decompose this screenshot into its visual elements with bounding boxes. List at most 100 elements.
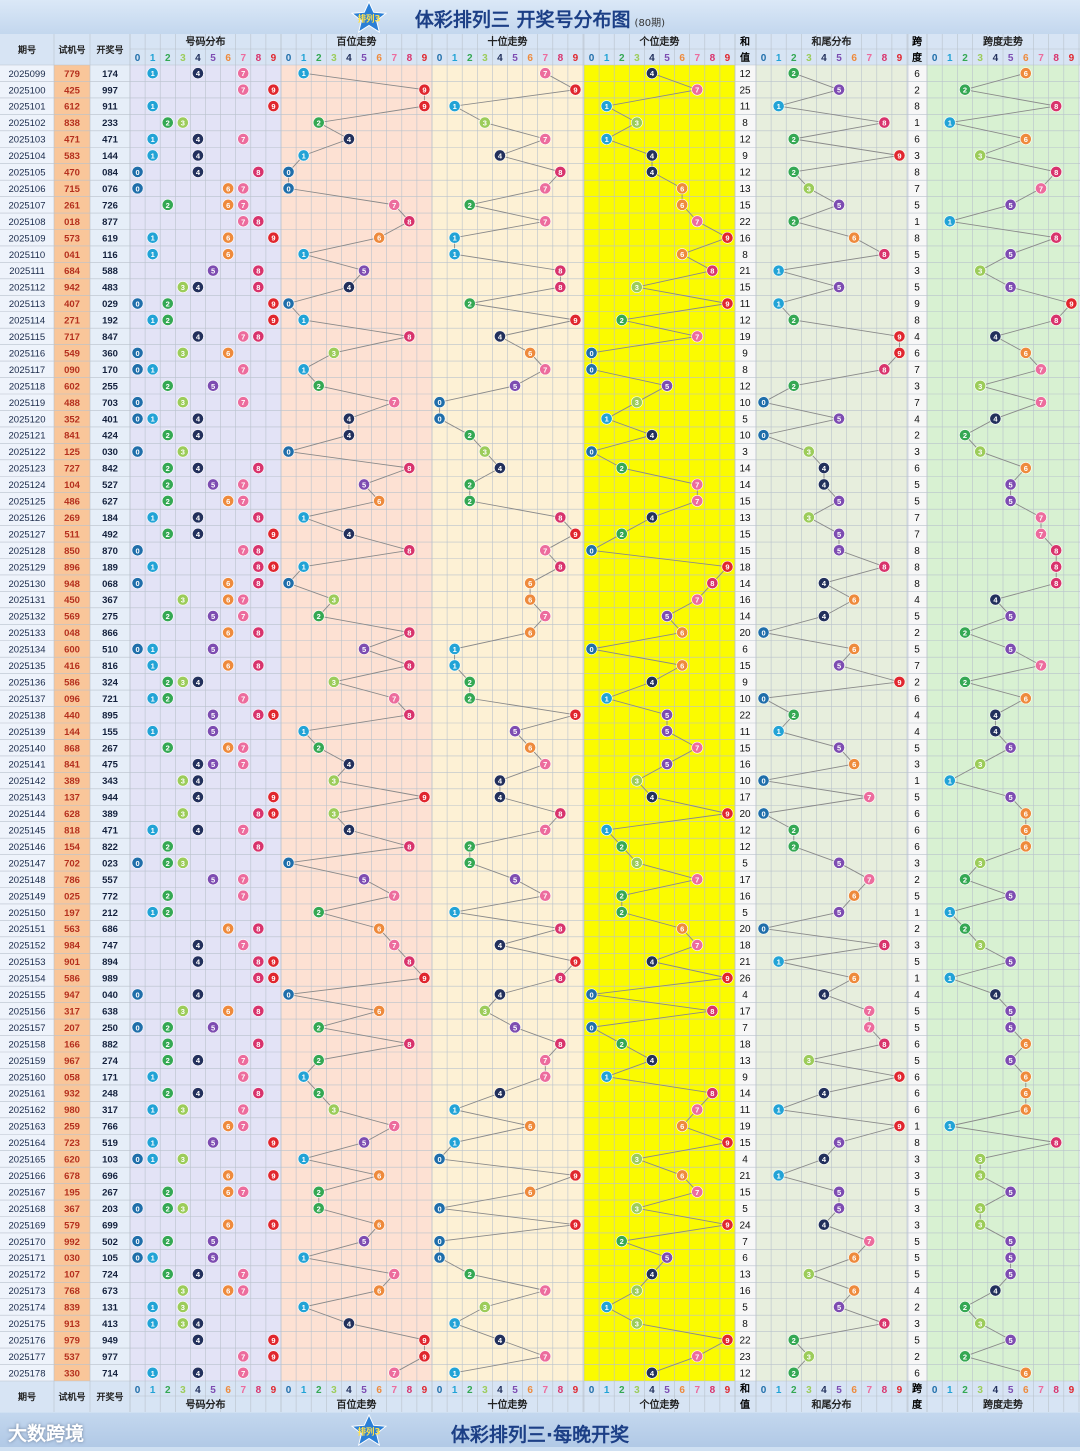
units-ball (600, 412, 613, 425)
units-ball-label: 4 (650, 958, 655, 967)
span-ball-label: 7 (1039, 184, 1043, 193)
dist-ball (131, 396, 144, 409)
span-ball (943, 906, 956, 919)
span-ball-label: 5 (1009, 497, 1013, 506)
dist-ball (207, 643, 219, 655)
tail-ball (787, 840, 800, 853)
units-ball-label: 5 (665, 760, 669, 769)
top-tail-digit-7: 7 (866, 53, 872, 64)
units-ball-label: 3 (635, 1287, 639, 1296)
bottom-dist-digit-3: 3 (180, 1385, 186, 1396)
span-ball (1065, 297, 1078, 310)
units-ball (691, 873, 704, 886)
dist-ball-label: 7 (241, 941, 245, 950)
tens-ball-label: 7 (543, 826, 547, 835)
period-cell: 2025131 (9, 595, 46, 606)
units-ball-label: 2 (620, 892, 624, 901)
tens-ball (539, 758, 552, 771)
dist-ball-label: 6 (226, 201, 230, 210)
units-ball-label: 3 (635, 1155, 639, 1164)
tens-ball (494, 149, 506, 162)
dist-ball-label: 1 (151, 316, 155, 325)
tens-ball-label: 8 (558, 267, 562, 276)
tail-ball (833, 1202, 845, 1215)
top-tens-digit-0: 0 (437, 53, 443, 64)
trial-cell: 838 (64, 118, 80, 129)
top-units-header: 个位走势 (639, 35, 680, 48)
span-cell: 3 (914, 858, 920, 869)
span-ball-label: 4 (993, 990, 998, 999)
dist-ball-label: 7 (241, 86, 245, 95)
tail-ball (893, 330, 906, 343)
dist-ball (192, 149, 204, 162)
draw-cell: 471 (102, 135, 119, 146)
units-ball-label: 9 (725, 809, 729, 818)
trial-cell: 702 (64, 858, 80, 869)
hundreds-ball-label: 4 (347, 135, 352, 144)
tail-ball-label: 5 (837, 497, 841, 506)
dist-ball (267, 314, 280, 326)
dist-ball (161, 692, 174, 705)
hundreds-ball-label: 7 (392, 201, 396, 210)
units-ball (646, 67, 658, 80)
tail-ball-label: 5 (837, 283, 841, 292)
span-ball-label: 5 (1009, 958, 1013, 967)
span-cell: 5 (914, 645, 920, 656)
dist-ball (146, 1136, 159, 1149)
span-cell: 2 (914, 677, 920, 688)
tail-ball (863, 1004, 876, 1017)
trial-cell: 841 (64, 760, 81, 771)
hundreds-ball-label: 7 (392, 1270, 396, 1279)
dist-ball-label: 8 (256, 925, 260, 934)
dist-ball-label: 4 (196, 1319, 201, 1328)
dist-ball (176, 593, 189, 606)
units-ball (646, 1366, 658, 1379)
dist-ball (131, 445, 144, 458)
dist-ball-label: 9 (271, 711, 275, 720)
dist-ball (131, 1251, 144, 1264)
span-cell: 6 (914, 69, 920, 80)
dist-ball (176, 675, 189, 688)
period-cell: 2025157 (9, 1023, 46, 1034)
trial-cell: 488 (64, 398, 80, 409)
tens-ball (433, 1251, 446, 1264)
dist-ball (237, 758, 250, 771)
top-tail-header: 和尾分布 (811, 35, 852, 48)
tens-ball-label: 1 (453, 1138, 457, 1147)
units-ball-label: 3 (635, 1204, 639, 1213)
span-cell: 2 (914, 85, 920, 96)
span-cell: 6 (914, 842, 920, 853)
span-ball (974, 1153, 987, 1165)
sum-cell: 4 (742, 990, 748, 1001)
tens-ball (569, 955, 582, 968)
sum-cell: 16 (739, 233, 751, 244)
dist-ball-label: 4 (196, 135, 201, 144)
dist-ball (207, 1235, 219, 1248)
dist-ball-label: 8 (256, 842, 260, 851)
hundreds-ball-label: 1 (302, 513, 306, 522)
span-cell: 5 (914, 793, 920, 804)
trial-cell: 992 (64, 1237, 80, 1248)
dist-ball (176, 1301, 189, 1313)
dist-ball (237, 396, 250, 409)
span-cell: 8 (914, 102, 920, 113)
span-ball (1004, 1021, 1017, 1034)
dist-ball-label: 6 (226, 1221, 230, 1230)
trial-cell: 932 (64, 1089, 80, 1100)
trial-cell: 768 (64, 1286, 80, 1297)
period-cell: 2025137 (9, 694, 46, 705)
span-cell: 2 (914, 1303, 920, 1314)
tens-ball (539, 610, 552, 622)
dist-ball (161, 379, 174, 392)
draw-cell: 842 (102, 464, 118, 475)
span-ball (974, 264, 987, 277)
units-ball-label: 7 (695, 497, 699, 506)
tail-ball (802, 1350, 815, 1363)
dist-ball-label: 4 (196, 1056, 201, 1065)
sum-cell: 12 (739, 842, 751, 853)
hundreds-ball (297, 67, 310, 80)
draw-cell: 389 (102, 809, 118, 820)
sum-cell: 15 (739, 1138, 751, 1149)
trial-cell: 678 (64, 1171, 80, 1182)
dist-ball-label: 2 (166, 1056, 170, 1065)
